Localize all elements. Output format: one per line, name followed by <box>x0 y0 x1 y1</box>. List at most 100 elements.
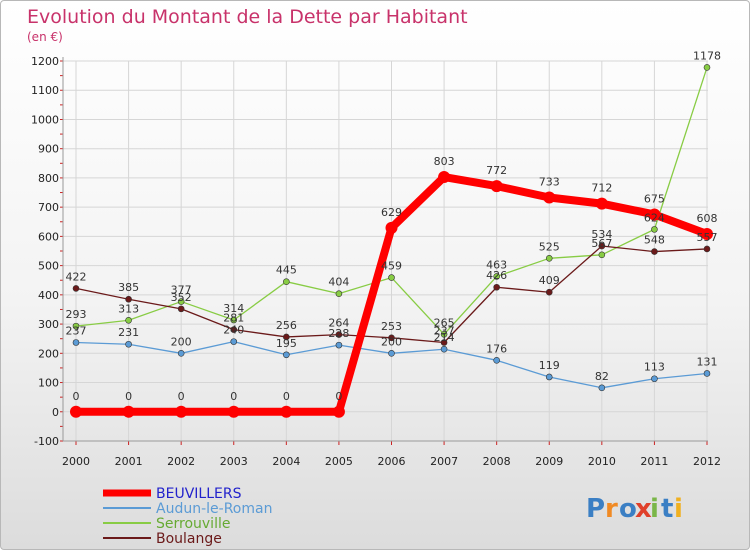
data-label: 1178 <box>693 49 721 62</box>
data-label: 293 <box>66 308 87 321</box>
data-label: 608 <box>697 212 718 225</box>
x-tick-label: 2006 <box>378 455 406 468</box>
data-label: 377 <box>171 284 192 297</box>
data-point <box>493 357 500 364</box>
logo-letter: r <box>605 494 618 524</box>
data-point <box>598 251 606 259</box>
x-tick-label: 2009 <box>535 455 563 468</box>
data-label: 557 <box>697 231 718 244</box>
data-point <box>230 338 238 345</box>
data-label: 0 <box>125 390 132 403</box>
legend-label: Audun-le-Roman <box>156 501 272 517</box>
data-label: 0 <box>73 390 80 403</box>
data-point <box>703 245 711 253</box>
chart-title: Evolution du Montant de la Dette par Hab… <box>27 6 468 28</box>
series-layer <box>70 64 713 418</box>
data-label: 445 <box>276 264 297 277</box>
legend-label: Serrouville <box>156 516 230 532</box>
x-tick-label: 2012 <box>693 455 721 468</box>
y-tick-label: 1000 <box>31 113 59 126</box>
y-tick-label: -100 <box>34 435 59 448</box>
data-label: 385 <box>118 281 139 294</box>
data-label: 119 <box>539 359 560 372</box>
x-tick-label: 2001 <box>115 455 143 468</box>
data-label: 0 <box>283 390 290 403</box>
x-tick-label: 2011 <box>640 455 668 468</box>
data-point <box>385 221 398 234</box>
data-label: 281 <box>223 312 244 325</box>
data-point <box>227 405 240 418</box>
x-tick-label: 2007 <box>430 455 458 468</box>
data-point <box>125 340 132 348</box>
axis-layer: -100010020030040050060070080090010001100… <box>31 55 721 468</box>
data-point <box>595 197 608 210</box>
legend-label: BEUVILLERS <box>156 486 242 502</box>
data-label: 548 <box>644 234 665 247</box>
x-tick-label: 2002 <box>167 455 195 468</box>
y-tick-label: 700 <box>38 201 59 214</box>
data-label: 567 <box>591 237 612 250</box>
y-tick-label: 1100 <box>31 84 59 97</box>
data-label: 313 <box>118 302 139 315</box>
y-tick-label: 900 <box>38 143 59 156</box>
data-point <box>283 333 290 341</box>
x-tick-label: 2000 <box>62 455 90 468</box>
data-label: 712 <box>591 182 612 195</box>
data-label: 675 <box>644 192 665 205</box>
data-point <box>543 191 556 204</box>
data-point <box>175 405 188 418</box>
data-point <box>72 339 80 346</box>
data-point <box>72 285 80 292</box>
data-label: 253 <box>381 320 402 333</box>
data-label: 314 <box>223 302 244 315</box>
data-point <box>651 248 658 255</box>
data-point <box>335 290 343 297</box>
data-point <box>440 339 448 346</box>
logo-letter: t <box>661 494 673 524</box>
data-point <box>177 305 185 313</box>
data-label: 228 <box>328 327 349 340</box>
data-point <box>70 405 82 418</box>
y-tick-label: 800 <box>38 172 59 185</box>
data-label: 0 <box>335 390 342 403</box>
data-label: 237 <box>434 324 455 337</box>
data-label: 264 <box>328 317 349 330</box>
data-point <box>703 370 711 377</box>
data-point <box>125 316 132 324</box>
y-tick-label: 500 <box>38 260 59 273</box>
data-point <box>648 208 661 221</box>
data-point <box>493 273 500 280</box>
data-point <box>388 334 395 342</box>
data-label: 525 <box>539 240 560 253</box>
data-point <box>490 180 503 193</box>
legend-label: Boulange <box>156 531 222 547</box>
data-point <box>122 405 135 418</box>
y-tick-label: 200 <box>38 347 59 360</box>
data-label: 629 <box>381 206 402 219</box>
legend: BEUVILLERSAudun-le-RomanSerrouvilleBoula… <box>103 486 272 547</box>
data-point <box>651 226 658 233</box>
data-point <box>335 331 343 338</box>
data-label: 256 <box>276 319 297 332</box>
data-label: 113 <box>644 361 665 374</box>
chart-subtitle: (en €) <box>27 30 63 44</box>
data-point <box>283 351 290 359</box>
data-point <box>388 274 395 281</box>
data-label: 131 <box>697 355 718 368</box>
y-tick-label: 100 <box>38 377 59 390</box>
data-label: 82 <box>595 370 609 383</box>
data-label: 404 <box>328 276 349 289</box>
data-point <box>545 255 553 262</box>
logo-letter: i <box>674 494 683 524</box>
data-point <box>703 64 711 71</box>
data-label: 422 <box>66 270 87 283</box>
data-label: 534 <box>591 228 612 241</box>
data-point <box>493 283 500 291</box>
data-label: 624 <box>644 211 665 224</box>
data-label: 214 <box>434 331 455 344</box>
data-label: 409 <box>539 274 560 287</box>
logo-letter: i <box>650 494 659 524</box>
data-point <box>651 375 658 383</box>
